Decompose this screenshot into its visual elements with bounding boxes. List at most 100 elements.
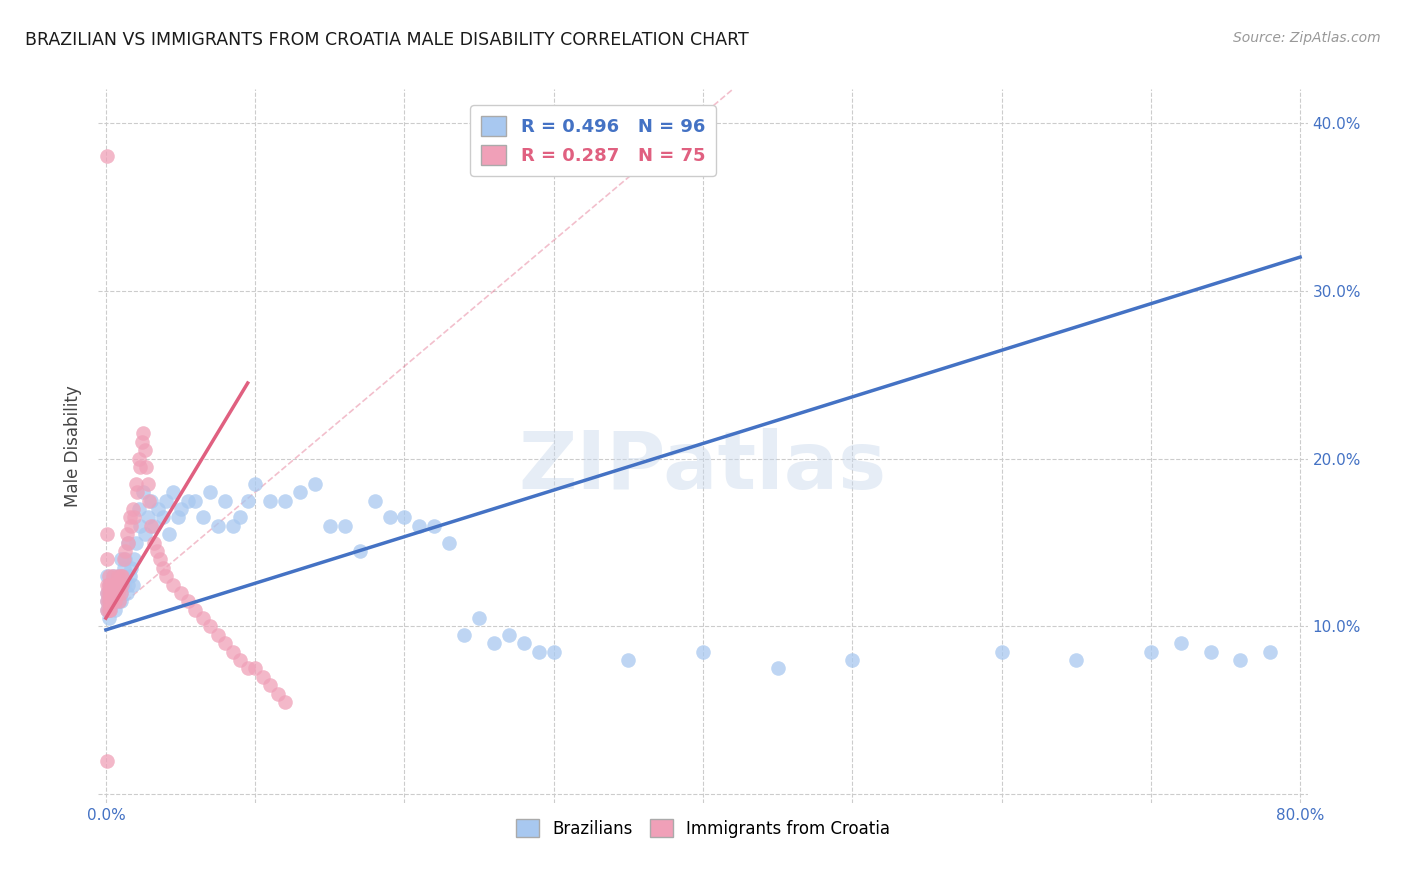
Point — [155, 493, 177, 508]
Point — [97, 569, 120, 583]
Point — [101, 586, 124, 600]
Point — [149, 552, 172, 566]
Point — [108, 594, 131, 608]
Point — [110, 594, 132, 608]
Point — [243, 661, 266, 675]
Point — [117, 535, 139, 549]
Point — [112, 560, 135, 574]
Point — [439, 535, 461, 549]
Point — [98, 586, 121, 600]
Point — [162, 577, 184, 591]
Point — [129, 460, 152, 475]
Point — [103, 586, 125, 600]
Point — [138, 493, 160, 508]
Point — [191, 510, 214, 524]
Point — [200, 485, 222, 500]
Point — [152, 560, 174, 574]
Point — [304, 476, 326, 491]
Point — [110, 586, 132, 600]
Point — [125, 535, 148, 549]
Point — [498, 628, 520, 642]
Point — [112, 552, 135, 566]
Point — [96, 603, 118, 617]
Point — [122, 552, 145, 566]
Point — [103, 577, 125, 591]
Point — [288, 485, 311, 500]
Point — [139, 493, 162, 508]
Point — [110, 552, 132, 566]
Point — [468, 611, 491, 625]
Point — [152, 510, 174, 524]
Point — [103, 569, 125, 583]
Point — [96, 594, 118, 608]
Point — [617, 653, 640, 667]
Point — [107, 569, 129, 583]
Point — [482, 636, 505, 650]
Point — [169, 502, 191, 516]
Point — [145, 544, 167, 558]
Point — [115, 527, 138, 541]
Point — [125, 476, 148, 491]
Point — [96, 552, 118, 566]
Point — [104, 603, 127, 617]
Point — [349, 544, 371, 558]
Point — [103, 569, 125, 583]
Point — [1229, 653, 1251, 667]
Point — [115, 586, 138, 600]
Point — [111, 577, 134, 591]
Point — [131, 434, 153, 449]
Point — [207, 518, 229, 533]
Point — [96, 603, 118, 617]
Point — [1199, 645, 1222, 659]
Point — [136, 476, 159, 491]
Point — [1140, 645, 1163, 659]
Point — [177, 594, 200, 608]
Y-axis label: Male Disability: Male Disability — [65, 385, 83, 507]
Point — [266, 687, 288, 701]
Point — [105, 586, 128, 600]
Point — [274, 493, 297, 508]
Point — [184, 493, 207, 508]
Point — [162, 485, 184, 500]
Point — [96, 586, 118, 600]
Point — [128, 502, 150, 516]
Point — [98, 594, 121, 608]
Point — [101, 577, 124, 591]
Point — [378, 510, 401, 524]
Point — [96, 577, 118, 591]
Point — [135, 460, 157, 475]
Point — [139, 518, 162, 533]
Point — [101, 577, 124, 591]
Point — [111, 569, 134, 583]
Point — [236, 661, 259, 675]
Point — [1064, 653, 1087, 667]
Point — [134, 443, 156, 458]
Point — [97, 603, 120, 617]
Point — [97, 603, 120, 617]
Point — [157, 527, 180, 541]
Point — [96, 527, 118, 541]
Point — [214, 493, 236, 508]
Point — [166, 510, 188, 524]
Point — [766, 661, 789, 675]
Point — [453, 628, 475, 642]
Point — [97, 594, 120, 608]
Point — [122, 510, 145, 524]
Point — [97, 586, 120, 600]
Point — [97, 577, 120, 591]
Text: Source: ZipAtlas.com: Source: ZipAtlas.com — [1233, 31, 1381, 45]
Point — [222, 518, 245, 533]
Point — [104, 594, 127, 608]
Point — [1258, 645, 1281, 659]
Point — [229, 510, 252, 524]
Point — [120, 518, 142, 533]
Point — [169, 586, 191, 600]
Point — [543, 645, 565, 659]
Point — [97, 611, 120, 625]
Point — [222, 645, 245, 659]
Point — [207, 628, 229, 642]
Point — [259, 493, 281, 508]
Point — [120, 560, 142, 574]
Point — [108, 577, 131, 591]
Point — [191, 611, 214, 625]
